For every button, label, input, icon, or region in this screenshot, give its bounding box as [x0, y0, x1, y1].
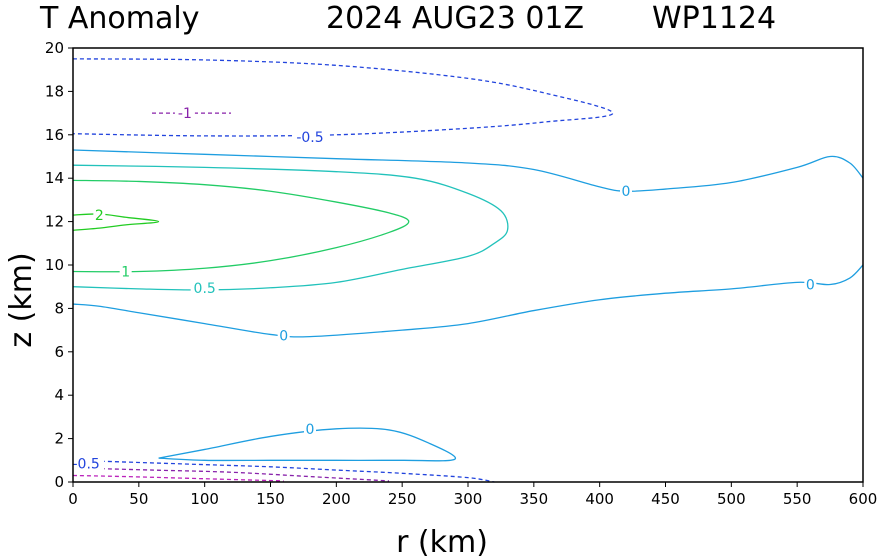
x-tick-label: 250	[388, 490, 417, 508]
y-tick-label: 10	[45, 256, 64, 274]
x-axis-ticks: 0 50 100 150 200 250 300 350 400 450 500 550 600	[68, 482, 877, 508]
contour-label-bg	[277, 327, 290, 344]
contour-line	[72, 474, 284, 482]
contour-label-bg	[804, 276, 817, 293]
x-tick-label: 600	[849, 490, 878, 508]
x-tick-label: 200	[322, 490, 351, 508]
contour-label: 0.5	[194, 281, 216, 297]
contour-label-bg	[292, 128, 328, 145]
title-variable: T Anomaly	[39, 1, 199, 36]
contour-layer	[72, 58, 864, 483]
x-tick-label: 50	[129, 490, 148, 508]
title-storm-id: WP1124	[652, 1, 776, 36]
contour-label-bg	[174, 105, 195, 122]
x-tick-label: 550	[783, 490, 812, 508]
contour-label: 1	[121, 265, 130, 281]
contour-label-bg	[93, 207, 106, 224]
contour-label: -0.5	[296, 130, 323, 146]
y-tick-label: 6	[54, 343, 64, 361]
x-tick-label: 100	[190, 490, 219, 508]
contour-label-bg	[620, 183, 632, 200]
y-tick-label: 4	[54, 386, 64, 404]
y-tick-label: 0	[54, 473, 64, 491]
y-tick-label: 16	[45, 126, 64, 144]
y-axis-label: z (km)	[4, 252, 39, 347]
contour-label: -1	[178, 106, 192, 122]
contour-line	[72, 58, 614, 137]
y-tick-label: 18	[45, 82, 64, 100]
y-tick-label: 20	[45, 39, 64, 57]
title-datetime: 2024 AUG23 01Z	[326, 1, 584, 36]
contour-line	[72, 264, 864, 338]
x-tick-label: 500	[717, 490, 746, 508]
contour-label-bg	[190, 279, 219, 296]
x-axis-label: r (km)	[396, 525, 488, 559]
contour-label: 0	[622, 184, 631, 200]
contour-label-bg	[68, 455, 105, 472]
y-tick-label: 2	[54, 430, 64, 448]
x-tick-label: 450	[651, 490, 680, 508]
contour-line	[72, 213, 160, 231]
contour-line	[72, 459, 495, 483]
contour-line	[72, 164, 509, 291]
contour-label: -0.5	[73, 457, 100, 473]
y-tick-label: 8	[54, 299, 64, 317]
contour-label: 0	[306, 422, 315, 438]
y-axis-ticks: 0 2 4 6 8 10 12 14 16 18 20	[45, 39, 73, 491]
contour-label-bg	[304, 420, 316, 437]
contour-line	[72, 179, 410, 273]
x-tick-label: 300	[454, 490, 483, 508]
contour-label: 0	[279, 329, 288, 345]
contour-label: 2	[95, 208, 104, 224]
contour-line	[158, 427, 457, 462]
x-tick-label: 400	[585, 490, 614, 508]
x-tick-label: 350	[520, 490, 549, 508]
x-tick-label: 150	[256, 490, 285, 508]
contour-line	[72, 149, 864, 192]
contour-label: 0	[806, 278, 815, 294]
contour-label-bg	[119, 263, 132, 280]
contour-label-layer: 2 1 0.5 0 0 0 0 -0.5 -0.5 -1	[68, 105, 817, 473]
y-tick-label: 12	[45, 213, 64, 231]
y-tick-label: 14	[45, 169, 64, 187]
x-tick-label: 0	[68, 490, 78, 508]
